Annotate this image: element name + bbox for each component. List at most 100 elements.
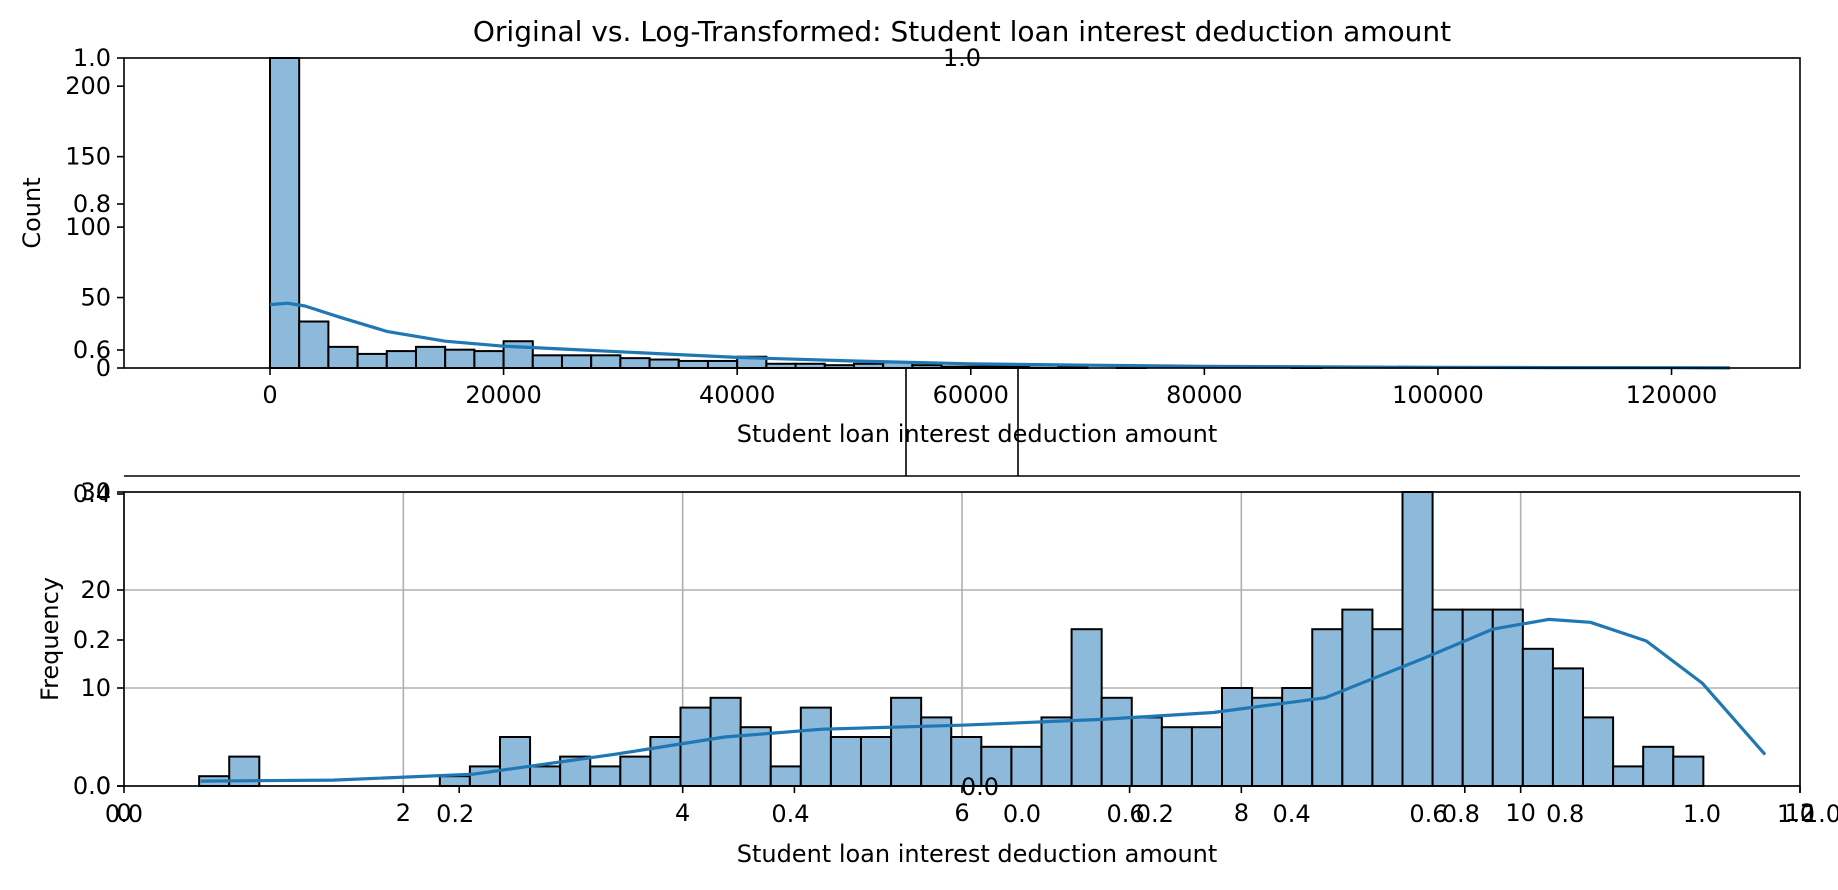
x-tick-label: 20000 [465, 381, 541, 409]
x-tick-label: 60000 [933, 381, 1009, 409]
overlay-x-tick-label: 1.0 [1803, 800, 1838, 828]
histogram-bar [648, 358, 680, 369]
histogram-bar [1070, 628, 1103, 788]
x-tick-label: 100000 [1392, 381, 1484, 409]
overlay-x-tick-label: 0.0 [961, 773, 999, 801]
overlay-y-tick-label: 0.0 [73, 772, 111, 800]
x-tick-label: 4 [675, 799, 690, 827]
y-tick-label: 150 [65, 143, 111, 171]
histogram-bar [589, 765, 622, 788]
histogram-bar [1582, 716, 1615, 788]
histogram-bar [414, 345, 447, 370]
histogram-bar [385, 350, 417, 370]
overlay-x-tick-label: 1.0 [1683, 800, 1721, 828]
histogram-bar [498, 736, 532, 787]
histogram-bar [677, 359, 709, 370]
histogram-bar [1010, 745, 1043, 787]
histogram-bar [590, 354, 622, 369]
histogram-bar [356, 352, 388, 369]
histogram-bar [1160, 726, 1193, 788]
histogram-bar [859, 736, 893, 787]
histogram-bar [1672, 755, 1705, 787]
x-axis-label: Student loan interest deduction amount [737, 420, 1218, 448]
x-tick-label: 10 [1505, 799, 1536, 827]
histogram-bar [890, 696, 923, 787]
histogram-bar [438, 775, 471, 788]
figure-title: Original vs. Log-Transformed: Student lo… [473, 15, 1451, 48]
y-tick-label: 10 [80, 674, 111, 702]
histogram-bar [1642, 745, 1675, 787]
histogram-bar [531, 354, 563, 369]
histogram-bar [560, 354, 593, 369]
histogram-bar [799, 706, 832, 787]
histogram-bar [1431, 608, 1464, 787]
histogram-bar [679, 706, 712, 787]
kde-line [200, 617, 1767, 783]
overlay-x-tick-label: 0.8 [1442, 800, 1480, 828]
histogram-bar [619, 755, 652, 787]
histogram-bar [1251, 696, 1284, 787]
histogram-bar [706, 359, 739, 370]
y-tick-label: 50 [80, 284, 111, 312]
histogram-bar [1612, 765, 1645, 788]
overlay-x-tick-label: 0.4 [771, 800, 809, 828]
y-axis-label: Count [18, 177, 46, 248]
histogram-bar [1040, 716, 1073, 788]
histogram-bar [980, 745, 1013, 787]
y-tick-label: 0 [96, 772, 111, 800]
x-tick-label: 40000 [699, 381, 775, 409]
histogram-bar [769, 765, 802, 788]
histogram-bar [1371, 628, 1404, 788]
histogram-bar [1190, 726, 1224, 788]
overlay-x-tick-label: 0.2 [1136, 800, 1174, 828]
x-tick-label: 0 [116, 799, 131, 827]
overlay-y-tick-label: 0.2 [73, 626, 111, 654]
y-tick-label: 20 [80, 576, 111, 604]
histogram-bar [1341, 608, 1374, 787]
histogram-bar [709, 696, 742, 787]
histogram-bar [1401, 491, 1434, 787]
x-tick-label: 0 [262, 381, 277, 409]
histogram-bar [298, 320, 330, 369]
y-tick-label: 30 [80, 478, 111, 506]
overlay-x-tick-label: 1.0 [1777, 800, 1815, 828]
overlay-y-tick-label: 0.6 [73, 336, 111, 364]
histogram-bar [1130, 716, 1163, 788]
histogram-bar [1551, 667, 1585, 788]
x-axis-label: Student loan interest deduction amount [737, 840, 1218, 868]
x-tick-label: 12 [1785, 799, 1816, 827]
overlay-x-tick-label: 0.0 [105, 800, 143, 828]
histogram-bar [468, 765, 501, 788]
x-tick-label: 120000 [1626, 381, 1718, 409]
y-tick-label: 200 [65, 72, 111, 100]
histogram-bar [444, 348, 476, 370]
original-histogram-panel: 0 20000 40000 60000 80000 100000 120000 0 50 100 1… [18, 57, 1801, 448]
x-tick-label: 2 [396, 799, 411, 827]
histogram-bar [950, 736, 983, 787]
y-tick-label: 0 [96, 354, 111, 382]
overlay-y-tick-label: 0.8 [73, 190, 111, 218]
overlay-y-tick-label: 1.0 [73, 44, 111, 72]
inset-top-tick-label: 1.0 [943, 44, 981, 72]
overlay-x-tick-label: 0.6 [1107, 800, 1145, 828]
histogram-bar [1491, 608, 1524, 787]
log-transformed-histogram-panel: 0 2 4 6 8 10 12 0 10 20 30 Student loan interest de… [36, 478, 1815, 868]
overlay-x-tick-label: 0.2 [436, 800, 474, 828]
histogram-bar [327, 345, 359, 370]
x-tick-label: 8 [1234, 799, 1249, 827]
overlay-x-tick-label: 0.0 [1003, 800, 1041, 828]
histogram-bar [1100, 696, 1133, 787]
histogram-bar [268, 57, 301, 369]
histogram-bar [1521, 647, 1554, 787]
histogram-bar [829, 736, 862, 787]
x-tick-label: 80000 [1166, 381, 1242, 409]
overlay-x-tick-label: 0.6 [1409, 800, 1447, 828]
overlay-x-tick-label: 0.4 [1273, 800, 1311, 828]
axes-frame [123, 57, 1801, 369]
overlay-y-tick-label: 0.4 [73, 480, 111, 508]
histogram-bar [1311, 628, 1344, 788]
overlay-axis-panel: 0.0 0.2 0.4 0.6 0.8 1.00.2 0.4 0.6 0.8 1.00.00.01… [73, 44, 1838, 828]
y-axis-label: Frequency [36, 577, 64, 701]
